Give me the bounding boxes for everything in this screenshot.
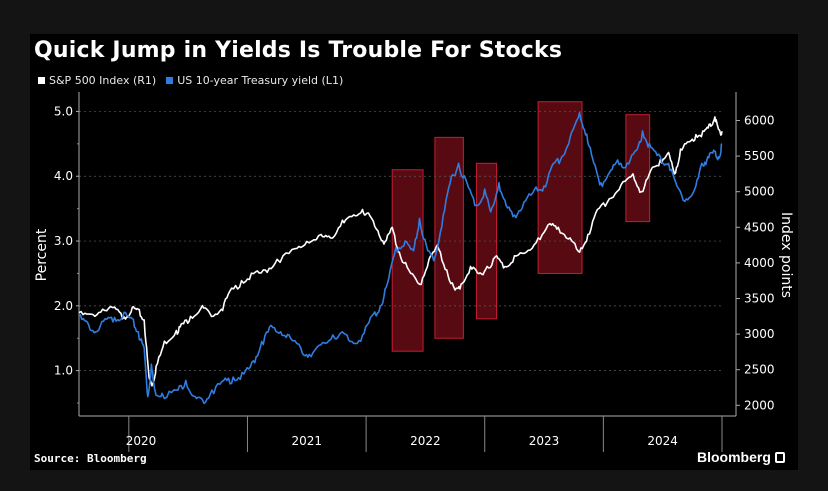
x-tick-label: 2022 — [410, 434, 441, 448]
x-tick-label: 2021 — [292, 434, 323, 448]
legend-item-sp500: S&P 500 Index (R1) — [38, 74, 156, 87]
legend-item-treasury: US 10-year Treasury yield (L1) — [166, 74, 343, 87]
legend-label-treasury: US 10-year Treasury yield (L1) — [177, 74, 344, 87]
bloomberg-logo: Bloomberg — [697, 449, 785, 465]
x-tick-label: 2023 — [529, 434, 560, 448]
treasury-yield-line — [78, 111, 723, 405]
right-tick-label: 4000 — [744, 256, 775, 270]
left-tick-label: 5.0 — [54, 104, 73, 118]
axes — [76, 92, 740, 452]
legend: S&P 500 Index (R1) US 10-year Treasury y… — [38, 74, 353, 87]
brand-text: Bloomberg — [697, 449, 771, 465]
right-tick-label: 5000 — [744, 185, 775, 199]
highlight-boxes — [391, 101, 651, 352]
right-tick-label: 2000 — [744, 398, 775, 412]
x-tick-label: 2020 — [126, 434, 157, 448]
tick-labels: 1.0 2.0 3.0 4.0 5.0 2000 2500 3000 3500 4000 4500 5… — [54, 104, 775, 448]
right-tick-label: 6000 — [744, 113, 775, 127]
legend-swatch-treasury — [166, 77, 174, 84]
right-tick-label: 3500 — [744, 292, 775, 306]
series-lines — [78, 111, 723, 405]
right-tick-label: 3000 — [744, 327, 775, 341]
left-tick-label: 1.0 — [54, 364, 73, 378]
right-axis-label: Index points — [778, 212, 794, 298]
left-tick-label: 2.0 — [54, 299, 73, 313]
sp500-line — [78, 116, 723, 387]
right-tick-label: 2500 — [744, 363, 775, 377]
x-tick-label: 2024 — [647, 434, 678, 448]
legend-swatch-sp500 — [38, 77, 45, 84]
highlight-box — [391, 169, 424, 352]
highlight-box — [625, 114, 651, 223]
gridlines — [79, 111, 722, 371]
bloomberg-icon — [774, 451, 785, 463]
right-tick-label: 4500 — [744, 220, 775, 234]
left-axis-label: Percent — [34, 228, 50, 281]
left-tick-label: 4.0 — [54, 169, 73, 183]
source-note: Source: Bloomberg — [34, 452, 147, 465]
right-tick-label: 5500 — [744, 149, 775, 163]
left-tick-label: 3.0 — [54, 234, 73, 248]
legend-label-sp500: S&P 500 Index (R1) — [49, 74, 157, 87]
chart-title: Quick Jump in Yields Is Trouble For Stoc… — [34, 38, 563, 63]
